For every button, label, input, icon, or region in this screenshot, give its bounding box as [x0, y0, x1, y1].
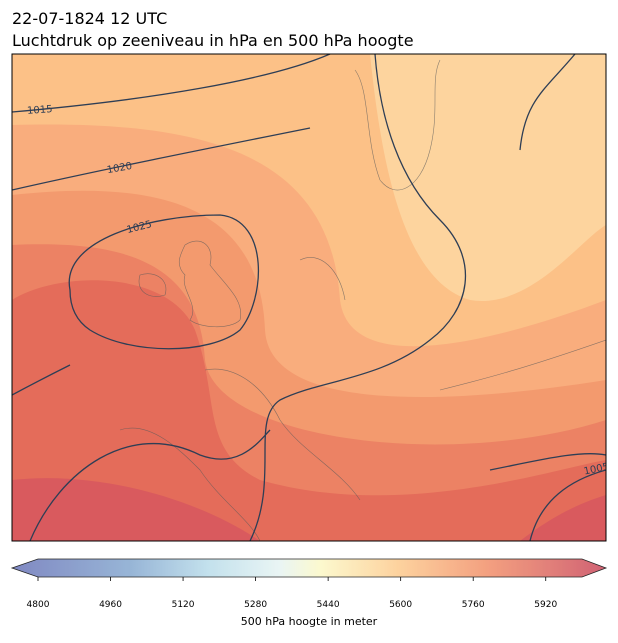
- tick-label: 5440: [317, 600, 340, 610]
- tick-label: 4800: [27, 600, 50, 610]
- subtitle: Luchtdruk op zeeniveau in hPa en 500 hPa…: [12, 31, 414, 50]
- tick-label: 4960: [99, 600, 122, 610]
- colorbar: 4800 4960 5120 5280 5440 5600 5760 5920: [10, 558, 608, 610]
- tick-label: 5120: [172, 600, 195, 610]
- title: 22-07-1824 12 UTC: [12, 9, 167, 28]
- colorbar-label: 500 hPa hoogte in meter: [241, 615, 378, 628]
- tick-label: 5920: [534, 600, 557, 610]
- tick-label: 5760: [462, 600, 485, 610]
- tick-label: 5600: [389, 600, 412, 610]
- tick-label: 5280: [244, 600, 267, 610]
- contour-label: 1005: [583, 462, 610, 478]
- map: 1015 1020 1025 1005: [12, 54, 610, 541]
- contour-label: 1020: [106, 161, 133, 176]
- contour-label: 1015: [27, 104, 53, 117]
- map-frame: [11, 53, 607, 542]
